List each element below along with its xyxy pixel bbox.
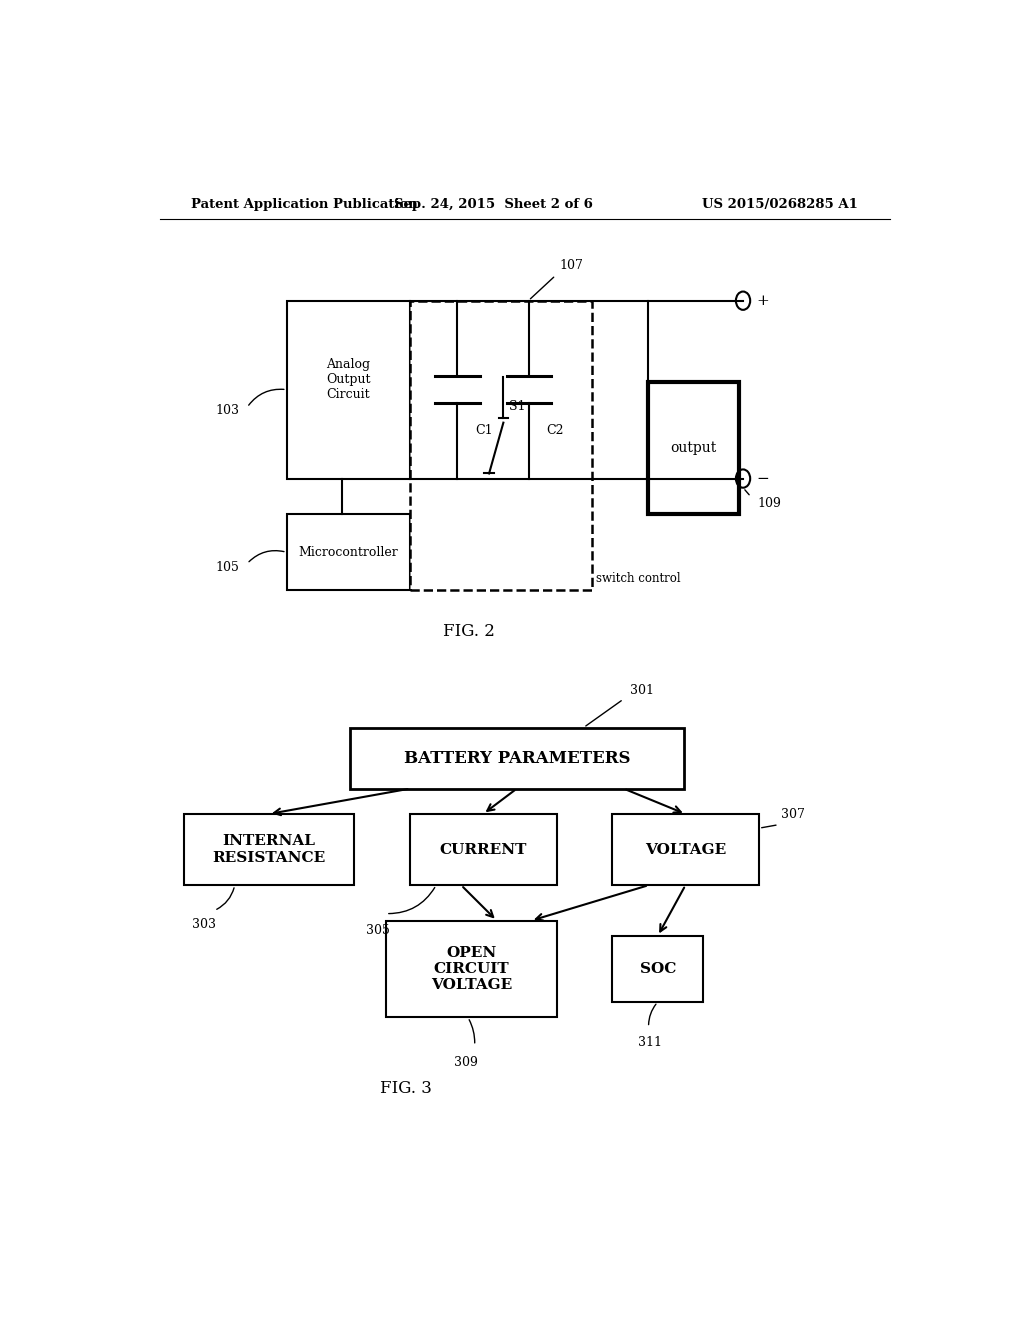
- Text: FIG. 2: FIG. 2: [443, 623, 496, 639]
- FancyBboxPatch shape: [386, 921, 557, 1018]
- Text: switch control: switch control: [596, 573, 681, 586]
- Text: −: −: [757, 471, 769, 486]
- Text: SOC: SOC: [640, 962, 676, 975]
- FancyBboxPatch shape: [612, 936, 703, 1002]
- Text: 107: 107: [559, 259, 584, 272]
- FancyBboxPatch shape: [287, 515, 410, 590]
- Text: INTERNAL
RESISTANCE: INTERNAL RESISTANCE: [212, 834, 326, 865]
- Text: FIG. 3: FIG. 3: [380, 1080, 432, 1097]
- Text: 303: 303: [193, 917, 216, 931]
- FancyBboxPatch shape: [410, 814, 557, 886]
- Text: 307: 307: [781, 808, 805, 821]
- Text: BATTERY PARAMETERS: BATTERY PARAMETERS: [403, 750, 630, 767]
- Text: +: +: [757, 293, 769, 308]
- Text: 311: 311: [638, 1036, 662, 1048]
- Text: 109: 109: [758, 496, 781, 510]
- Text: 309: 309: [455, 1056, 478, 1069]
- Text: Sep. 24, 2015  Sheet 2 of 6: Sep. 24, 2015 Sheet 2 of 6: [393, 198, 593, 211]
- FancyBboxPatch shape: [287, 301, 410, 479]
- Text: OPEN
CIRCUIT
VOLTAGE: OPEN CIRCUIT VOLTAGE: [431, 945, 512, 993]
- Text: 105: 105: [215, 561, 240, 574]
- FancyBboxPatch shape: [612, 814, 759, 886]
- Text: US 2015/0268285 A1: US 2015/0268285 A1: [702, 198, 858, 211]
- Text: CURRENT: CURRENT: [439, 842, 526, 857]
- FancyBboxPatch shape: [183, 814, 354, 886]
- Text: Microcontroller: Microcontroller: [298, 545, 398, 558]
- Text: S1: S1: [509, 400, 525, 412]
- Text: 103: 103: [215, 404, 240, 417]
- FancyBboxPatch shape: [648, 381, 739, 515]
- Text: VOLTAGE: VOLTAGE: [645, 842, 726, 857]
- Text: Analog
Output
Circuit: Analog Output Circuit: [326, 358, 371, 401]
- Text: 305: 305: [367, 924, 390, 937]
- Text: C1: C1: [475, 424, 493, 437]
- Text: Patent Application Publication: Patent Application Publication: [191, 198, 418, 211]
- FancyBboxPatch shape: [350, 727, 684, 788]
- Text: 301: 301: [630, 684, 654, 697]
- Text: output: output: [671, 441, 717, 455]
- Text: C2: C2: [546, 424, 564, 437]
- FancyBboxPatch shape: [410, 301, 592, 590]
